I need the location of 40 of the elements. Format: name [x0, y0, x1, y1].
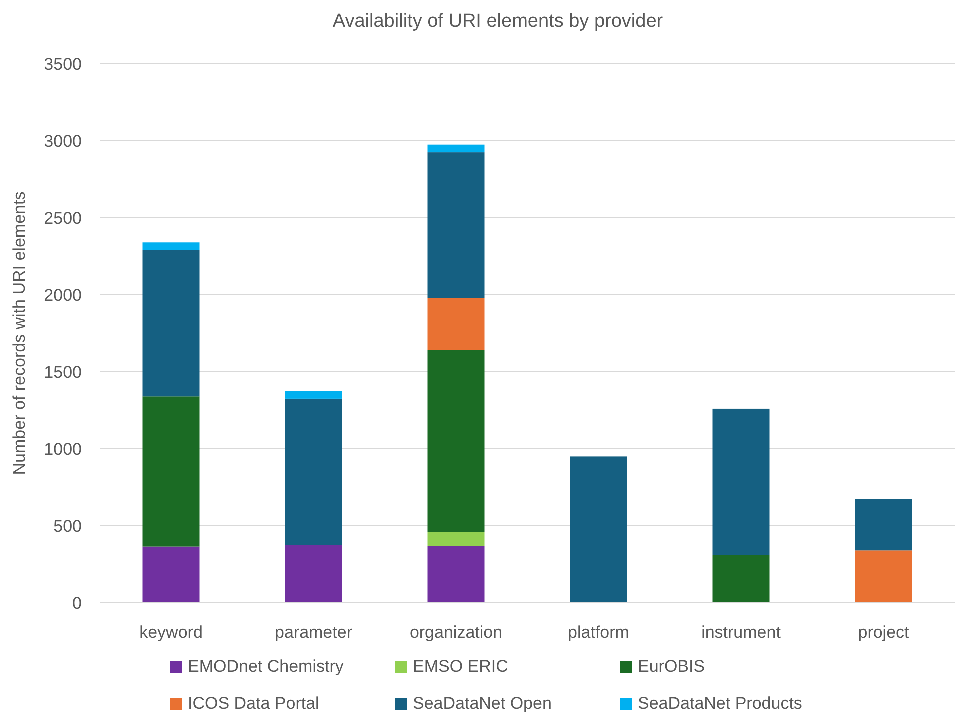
bar: [285, 391, 342, 399]
x-tick-label: parameter: [275, 623, 353, 642]
y-tick-label: 2500: [44, 208, 82, 228]
bar: [428, 546, 485, 603]
legend-label: EurOBIS: [638, 657, 706, 676]
x-tick-label: instrument: [702, 623, 782, 642]
y-tick-label: 1500: [44, 362, 82, 382]
bar: [428, 298, 485, 350]
bar: [428, 152, 485, 298]
bar: [428, 532, 485, 546]
bar: [855, 550, 912, 603]
bar: [428, 350, 485, 532]
bar: [142, 250, 200, 397]
legend-label: SeaDataNet Products: [638, 694, 802, 713]
y-tick-label: 3000: [44, 132, 82, 151]
y-tick-label: 3500: [44, 54, 82, 74]
bar: [428, 144, 485, 153]
bar: [855, 499, 912, 551]
legend-label: ICOS Data Portal: [188, 694, 320, 713]
chart-title: Availability of URI elements by provider: [332, 11, 664, 32]
bar: [142, 396, 200, 547]
bar: [142, 242, 200, 250]
y-tick-label: 500: [54, 516, 82, 536]
x-tick-label: platform: [568, 623, 630, 642]
legend-label: EMODnet Chemistry: [188, 657, 344, 676]
y-axis-title: Number of records with URI elements: [10, 192, 29, 476]
bar: [570, 456, 628, 603]
bar: [712, 408, 770, 556]
bar: [285, 545, 342, 603]
bar: [142, 546, 200, 603]
legend-label: EMSO ERIC: [413, 657, 508, 676]
legend-label: SeaDataNet Open: [413, 694, 552, 713]
x-tick-label: project: [858, 623, 910, 642]
bar: [285, 398, 342, 546]
x-tick-label: organization: [410, 623, 503, 642]
bar: [712, 555, 770, 603]
y-tick-label: 1000: [44, 440, 82, 459]
y-tick-label: 2000: [44, 286, 82, 305]
x-tick-label: keyword: [140, 623, 203, 642]
y-tick-label: 0: [72, 594, 82, 613]
